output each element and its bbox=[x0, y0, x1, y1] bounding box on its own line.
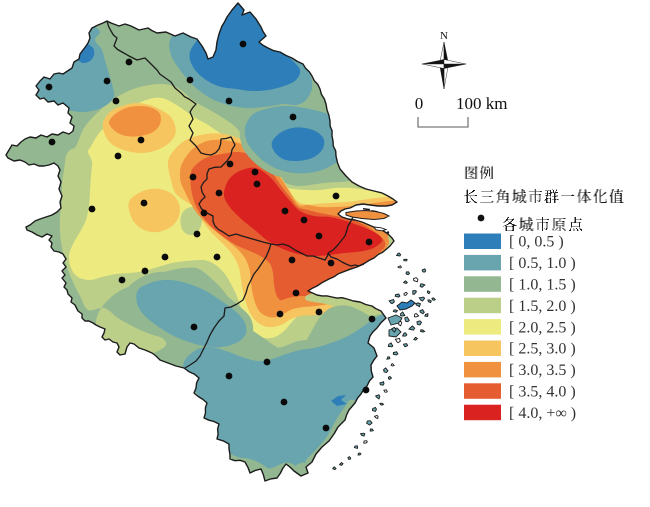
svg-text:[ 4.0, +∞ ): [ 4.0, +∞ ) bbox=[509, 405, 576, 422]
svg-text:[ 3.5, 4.0 ): [ 3.5, 4.0 ) bbox=[509, 384, 576, 401]
svg-text:N: N bbox=[440, 30, 448, 42]
svg-text:[ 2.5, 3.0 ): [ 2.5, 3.0 ) bbox=[509, 341, 576, 358]
svg-text:[ 3.0, 3.5 ): [ 3.0, 3.5 ) bbox=[509, 362, 576, 379]
svg-text:[ 0.5, 1.0 ): [ 0.5, 1.0 ) bbox=[509, 255, 576, 272]
svg-text:[ 2.0, 2.5 ): [ 2.0, 2.5 ) bbox=[509, 319, 576, 336]
svg-text:[ 1.5, 2.0 ): [ 1.5, 2.0 ) bbox=[509, 298, 576, 315]
svg-text:100 km: 100 km bbox=[456, 94, 507, 113]
svg-text:[ 0, 0.5 ): [ 0, 0.5 ) bbox=[509, 234, 564, 251]
svg-text:[ 1.0, 1.5 ): [ 1.0, 1.5 ) bbox=[509, 277, 576, 294]
svg-text:0: 0 bbox=[415, 94, 424, 113]
